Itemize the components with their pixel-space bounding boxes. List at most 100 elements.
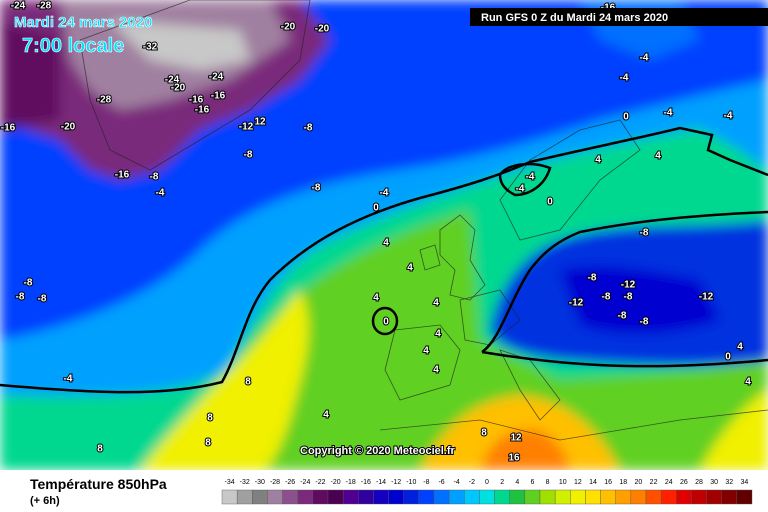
contour-label: -4	[156, 188, 165, 199]
scale-swatch	[539, 489, 556, 505]
contour-label: 4	[407, 263, 413, 274]
contour-label: 0	[383, 317, 389, 328]
scale-label: 30	[710, 479, 718, 486]
contour-label: -20	[281, 22, 296, 33]
contour-label: 4	[655, 151, 661, 162]
footer-subtitle: (+ 6h)	[30, 495, 60, 507]
contour-label: 0	[547, 197, 553, 208]
contour-label: 8	[481, 428, 487, 439]
scale-label: 12	[574, 479, 582, 486]
contour-label: 4	[435, 329, 441, 340]
contour-label: -20	[315, 24, 330, 35]
contour-label: -8	[244, 150, 253, 161]
scale-swatch	[236, 489, 253, 505]
scale-label: -28	[270, 479, 280, 486]
scale-swatch	[252, 489, 268, 505]
color-scale: -34 -32 -30 -28 -26 -24 -22 -20 -18 -16 -14 -12 -10-…	[221, 479, 753, 505]
contour-label: -8	[312, 183, 321, 194]
contour-label: -12	[699, 292, 714, 303]
contour-label: -16	[115, 170, 130, 181]
scale-label: -10	[406, 479, 416, 486]
scale-label: 24	[665, 479, 673, 486]
contour-label: -4	[664, 108, 673, 119]
scale-swatch	[418, 489, 435, 505]
scale-swatch	[312, 489, 329, 505]
coastlines	[79, 0, 768, 441]
contour-label: -12	[239, 122, 254, 133]
contour-label: 4	[595, 155, 601, 166]
contour-label: 4	[433, 298, 439, 309]
contour-label: 4	[433, 365, 439, 376]
scale-swatch	[630, 489, 647, 505]
contour-label: 4	[737, 342, 743, 353]
contour-label: -8	[38, 294, 47, 305]
scale-label: -20	[331, 479, 341, 486]
scale-swatch	[721, 489, 738, 505]
contour-label: 4	[383, 238, 389, 249]
contour-label: -8	[16, 292, 25, 303]
contour-label: -4	[380, 188, 389, 199]
contour-label: 0	[373, 203, 379, 214]
contour-label: -4	[64, 374, 73, 385]
contour-label: 8	[207, 413, 213, 424]
contour-labels: -24 -28-20 -20-32-24 -24-20-28 -16 -16-16-12 1…	[0, 0, 752, 465]
contour-label: -16	[195, 105, 210, 116]
contour-label: 0	[623, 112, 629, 123]
scale-swatch	[645, 489, 662, 505]
temperature-field	[0, 0, 768, 470]
run-box	[470, 8, 768, 26]
scale-label: 32	[725, 479, 733, 486]
contour-label: -24	[209, 72, 224, 83]
contour-label: -4	[526, 172, 535, 183]
scale-swatch	[433, 489, 450, 505]
scale-label: 16	[604, 479, 612, 486]
scale-swatch	[585, 489, 601, 505]
scale-label: 2	[500, 479, 504, 486]
contour-label: -12	[569, 298, 584, 309]
copyright: Copyright © 2020 Meteociel.fr	[300, 445, 456, 457]
scale-swatch	[676, 489, 692, 505]
run-info: Run GFS 0 Z du Mardi 24 mars 2020	[481, 12, 668, 24]
scale-swatch	[342, 489, 359, 505]
scale-label: -6	[438, 479, 444, 486]
scale-swatch	[282, 489, 298, 505]
scale-label: -32	[240, 479, 250, 486]
scale-label: -16	[361, 479, 371, 486]
scale-label: -26	[285, 479, 295, 486]
scale-swatch	[691, 489, 707, 505]
scale-swatch	[615, 489, 632, 505]
contour-label: 16	[508, 453, 520, 464]
scale-label: 0	[485, 479, 489, 486]
scale-swatch	[706, 489, 722, 505]
scale-label: -18	[346, 479, 356, 486]
contour-label: -8	[588, 273, 597, 284]
contour-label: -28	[37, 1, 52, 12]
contour-label: -12	[621, 280, 636, 291]
scale-label: -34	[225, 479, 235, 486]
contour-label: 0	[725, 352, 731, 363]
scale-swatch	[494, 489, 510, 505]
contour-label: -8	[304, 123, 313, 134]
scale-swatch	[479, 489, 495, 505]
scale-label: 6	[530, 479, 534, 486]
contour-label: 8	[97, 444, 103, 455]
scale-swatch	[509, 489, 526, 505]
scale-label: 8	[546, 479, 550, 486]
forecast-time: 7:00 locale	[22, 35, 124, 57]
contour-label: -24	[165, 75, 180, 86]
contour-label: -24	[11, 1, 26, 12]
scale-label: -2	[469, 479, 475, 486]
scale-swatch	[358, 489, 374, 505]
contour-label: 12	[510, 433, 522, 444]
contour-label: -4	[724, 111, 733, 122]
scale-swatch	[373, 489, 389, 505]
scale-swatch	[388, 489, 404, 505]
contour-label: -16	[189, 95, 204, 106]
scale-label: -8	[423, 479, 429, 486]
contour-label: -16	[211, 91, 226, 102]
scale-label: -14	[376, 479, 386, 486]
scale-swatch	[600, 489, 616, 505]
scale-label: 28	[695, 479, 703, 486]
scale-swatch	[403, 489, 420, 505]
